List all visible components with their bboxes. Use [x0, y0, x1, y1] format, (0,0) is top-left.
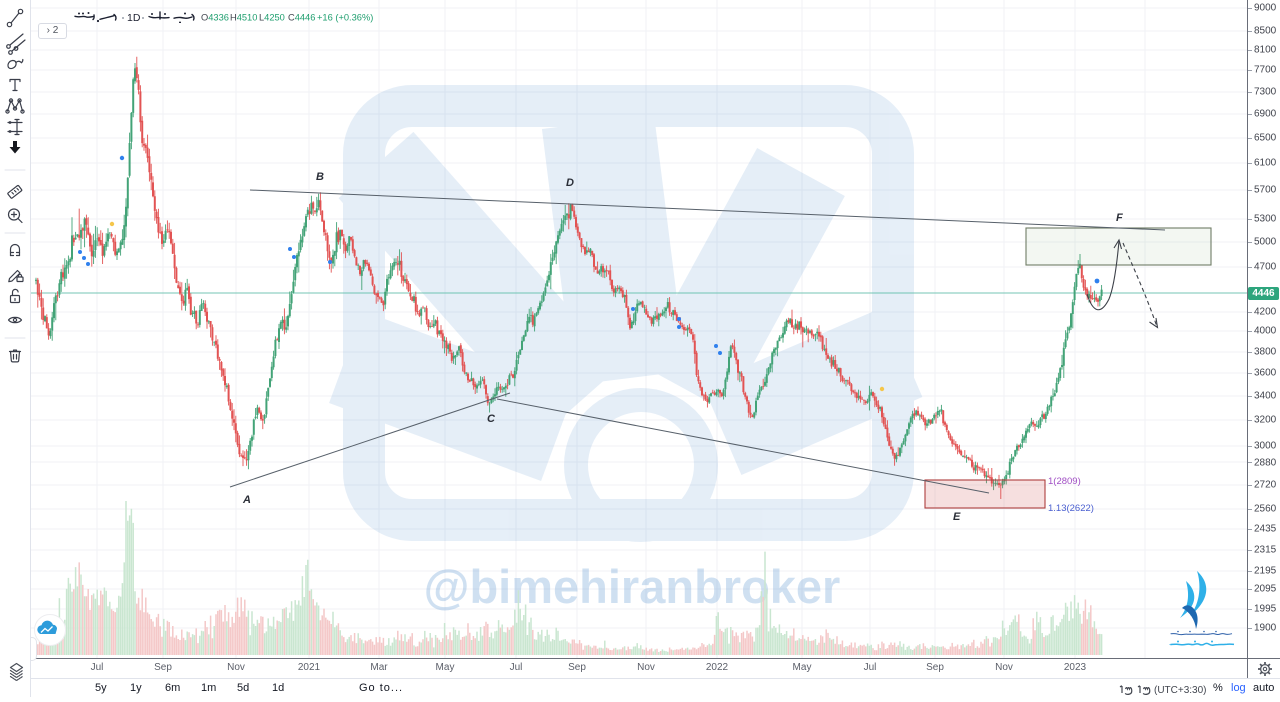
svg-text:@bimehiranbroker: @bimehiranbroker	[424, 560, 841, 613]
svg-text:B: B	[316, 171, 324, 183]
svg-text:H4510: H4510	[230, 13, 257, 23]
svg-text:D: D	[566, 177, 574, 189]
svg-text:1(2809): 1(2809)	[1048, 476, 1081, 487]
svg-text:(UTC+3:30): (UTC+3:30)	[1154, 685, 1207, 695]
svg-text:A: A	[242, 494, 251, 506]
svg-text:C: C	[487, 413, 496, 425]
svg-text:L4250: L4250	[259, 13, 285, 23]
svg-text:1D: 1D	[127, 12, 141, 23]
svg-text:+16 (+0.36%): +16 (+0.36%)	[317, 13, 373, 23]
svg-text:O4336: O4336	[201, 13, 229, 23]
svg-text:F: F	[1116, 212, 1123, 224]
svg-text:C4446: C4446	[288, 13, 315, 23]
svg-text:E: E	[953, 511, 961, 523]
svg-text:1.13(2622): 1.13(2622)	[1048, 503, 1094, 514]
